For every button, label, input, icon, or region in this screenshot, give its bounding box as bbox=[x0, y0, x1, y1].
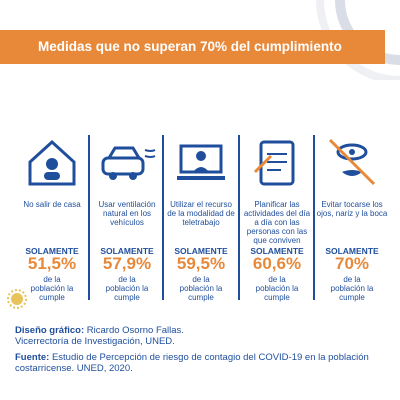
title: Medidas que no superan 70% del cumplimie… bbox=[38, 39, 342, 54]
icon bbox=[328, 138, 376, 186]
icon bbox=[28, 139, 76, 186]
measure: No salir de casa SOLAMENTE 51,5% de la pobl… bbox=[16, 120, 88, 302]
separator bbox=[313, 135, 315, 300]
prefix: SOLAMENTE bbox=[250, 246, 304, 256]
source-text: Estudio de Percepción de riesgo de conta… bbox=[15, 352, 369, 374]
design-org: Vicerrectoría de Investigación, UNED. bbox=[15, 336, 175, 347]
percentage: 57,9% bbox=[102, 254, 152, 273]
percentage: 59,5% bbox=[176, 254, 226, 273]
icon bbox=[101, 146, 156, 180]
source-label: Fuente: bbox=[15, 352, 50, 363]
design-label: Diseño gráfico: bbox=[15, 325, 85, 336]
separator bbox=[238, 135, 240, 300]
measure: Utilizar el recurso de la modalidad de t… bbox=[165, 120, 237, 302]
measure-label: Planificar las actividades del día a día… bbox=[243, 200, 311, 245]
icon bbox=[177, 144, 225, 180]
measure-label: No salir de casa bbox=[23, 200, 81, 209]
source: Fuente: Estudio de Percepción de riesgo … bbox=[15, 352, 385, 374]
suffix: de la población la cumple bbox=[330, 275, 374, 302]
measure-label: Utilizar el recurso de la modalidad de t… bbox=[167, 200, 235, 227]
prefix: SOLAMENTE bbox=[25, 246, 79, 256]
banner bbox=[0, 30, 385, 64]
suffix: de la población la cumple bbox=[179, 275, 223, 302]
design-credit: Diseño gráfico: Ricardo Osorno Fallas. V… bbox=[15, 325, 184, 347]
measure: Usar ventilación natural en los vehículo… bbox=[91, 120, 163, 302]
suffix: de la población la cumple bbox=[30, 275, 74, 302]
percentage: 51,5% bbox=[27, 254, 77, 273]
prefix: SOLAMENTE bbox=[100, 246, 154, 256]
suffix: de la población la cumple bbox=[105, 275, 149, 302]
suffix: de la población la cumple bbox=[255, 275, 299, 302]
design-name: Ricardo Osorno Fallas. bbox=[86, 325, 184, 336]
measure-label: Usar ventilación natural en los vehículo… bbox=[98, 200, 156, 227]
icon bbox=[253, 140, 295, 186]
separator bbox=[162, 135, 164, 300]
percentage: 70% bbox=[334, 254, 370, 273]
separator bbox=[88, 135, 90, 300]
decor-sun bbox=[7, 289, 27, 309]
measure: Evitar tocarse los ojos, nariz y la boca… bbox=[316, 120, 388, 302]
prefix: SOLAMENTE bbox=[174, 246, 228, 256]
measure: Planificar las actividades del día a día… bbox=[241, 120, 313, 302]
prefix: SOLAMENTE bbox=[325, 246, 379, 256]
measure-label: Evitar tocarse los ojos, nariz y la boca bbox=[316, 200, 388, 218]
percentage: 60,6% bbox=[252, 254, 302, 273]
